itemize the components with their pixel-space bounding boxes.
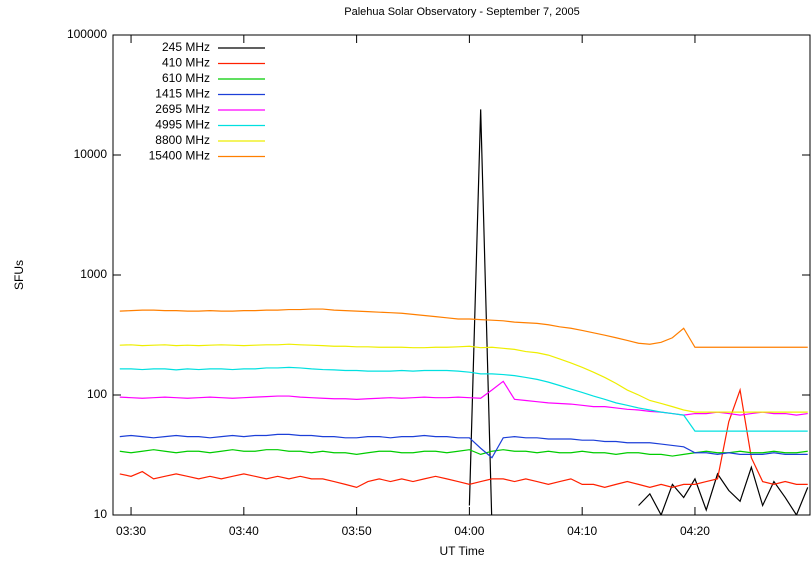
x-tick-label: 03:40 [229, 524, 259, 538]
x-axis-label: UT Time [439, 544, 484, 558]
legend-label: 2695 MHz [155, 102, 210, 116]
y-tick-label: 10000 [74, 147, 108, 161]
series-line [119, 366, 808, 432]
x-tick-label: 03:30 [116, 524, 146, 538]
plot-frame [112, 34, 811, 516]
legend-label: 15400 MHz [149, 149, 210, 163]
legend-label: 8800 MHz [155, 133, 210, 147]
y-tick-label: 100 [87, 387, 107, 401]
x-tick-label: 03:50 [342, 524, 372, 538]
legend-label: 245 MHz [162, 40, 210, 54]
x-tick-label: 04:10 [567, 524, 597, 538]
legend-label: 410 MHz [162, 56, 210, 70]
series-line [119, 433, 808, 459]
y-tick-label: 10 [94, 507, 108, 521]
plot-lines [119, 109, 809, 515]
series-line [119, 343, 808, 413]
y-tick-label: 1000 [80, 267, 107, 281]
x-tick-label: 04:00 [454, 524, 484, 538]
chart-title: Palehua Solar Observatory - September 7,… [344, 6, 579, 18]
y-axis-label: SFUs [12, 260, 26, 290]
series-line [119, 380, 808, 416]
series-line [468, 109, 809, 515]
x-tick-label: 04:20 [680, 524, 710, 538]
legend-label: 610 MHz [162, 71, 210, 85]
series-line [119, 387, 808, 488]
series-line [119, 449, 808, 457]
legend-label: 4995 MHz [155, 118, 210, 132]
series-line [119, 308, 808, 348]
y-tick-label: 100000 [67, 27, 107, 41]
legend-label: 1415 MHz [155, 87, 210, 101]
